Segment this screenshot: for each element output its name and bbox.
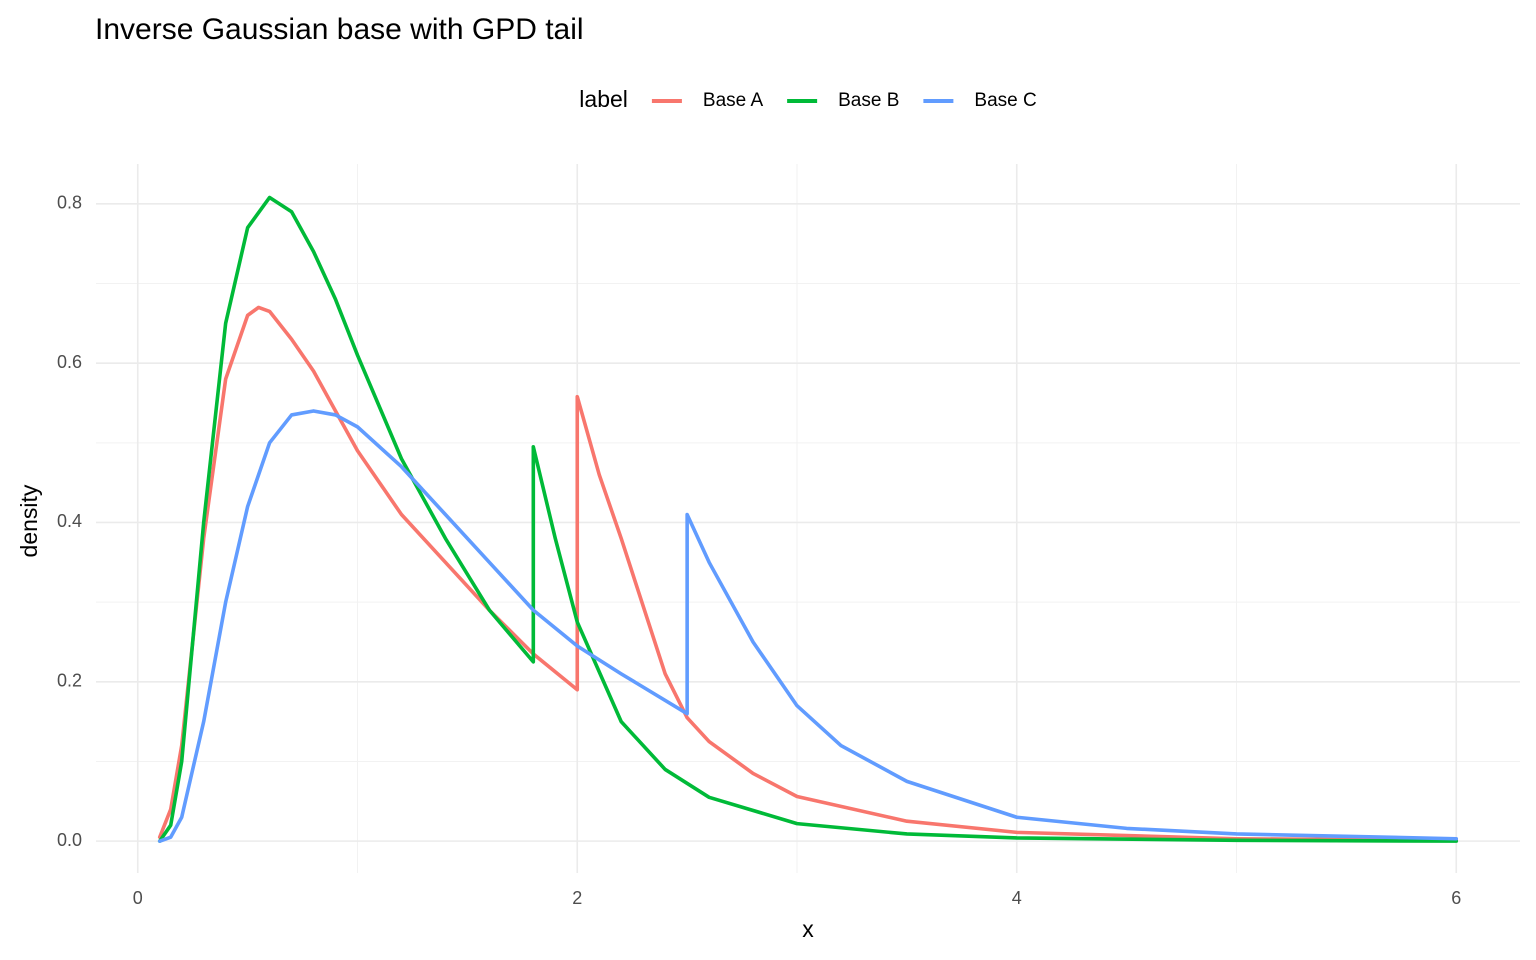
chart-title: Inverse Gaussian base with GPD tail — [95, 13, 584, 46]
y-axis-title: density — [16, 484, 42, 557]
x-tick-label: 0 — [133, 888, 143, 908]
y-tick-label: 0.2 — [57, 671, 82, 691]
grid — [96, 164, 1520, 873]
x-axis-title: x — [802, 916, 814, 942]
series-line — [157, 409, 1459, 843]
y-tick-label: 0.8 — [57, 193, 82, 213]
y-tick-label: 0.6 — [57, 352, 82, 372]
plot-lines — [157, 195, 1459, 843]
y-tick-label: 0.0 — [57, 830, 82, 850]
series-line — [157, 305, 1459, 843]
series-line — [157, 195, 1459, 843]
legend-title: label — [579, 86, 628, 112]
y-tick-label: 0.4 — [57, 511, 82, 531]
legend: label Base A Base B Base C — [579, 86, 1036, 112]
x-tick-label: 6 — [1451, 888, 1461, 908]
legend-label: Base C — [974, 90, 1036, 111]
legend-label: Base B — [838, 90, 899, 111]
x-tick-label: 4 — [1012, 888, 1022, 908]
x-tick-label: 2 — [572, 888, 582, 908]
legend-label: Base A — [703, 90, 764, 111]
